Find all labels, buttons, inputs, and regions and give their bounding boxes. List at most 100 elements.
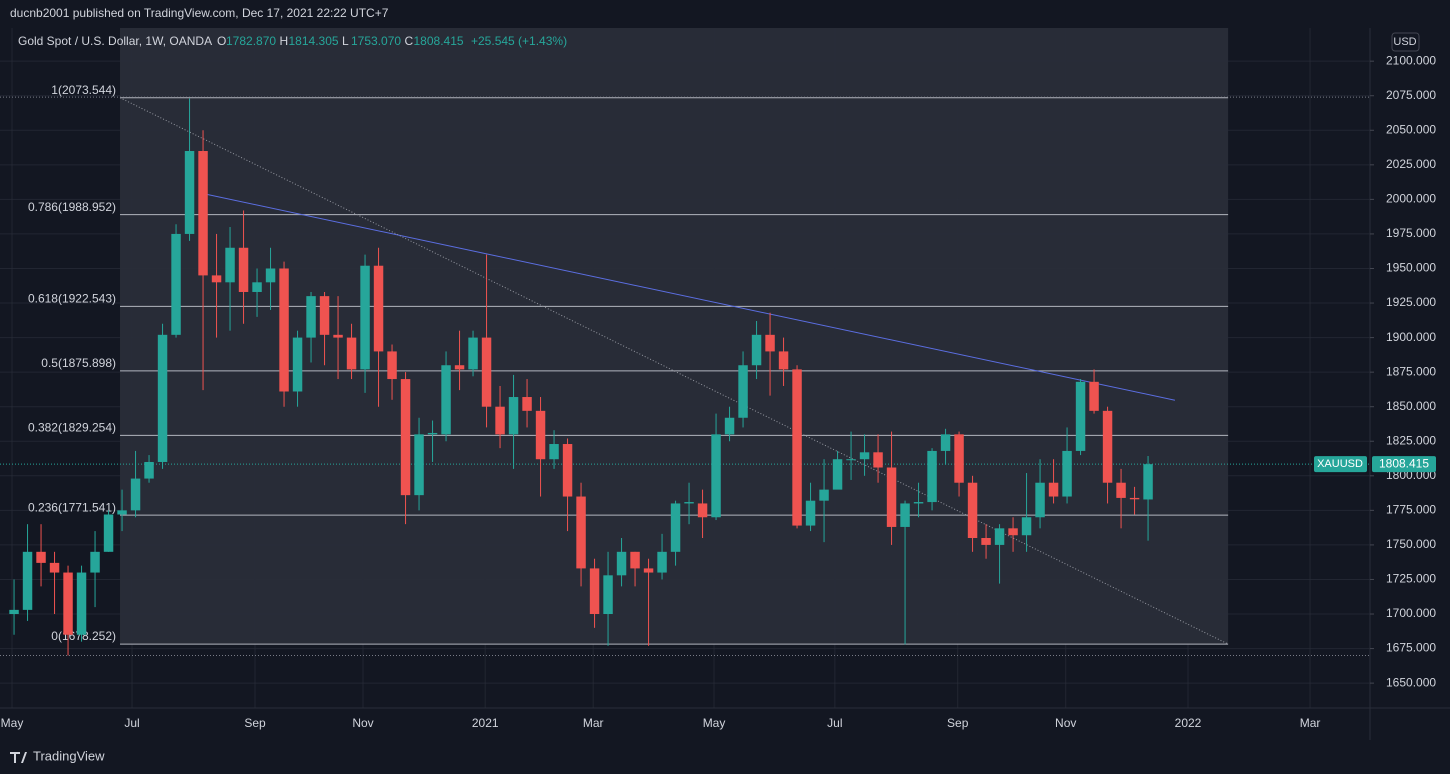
candle-body bbox=[198, 151, 208, 276]
candle-body bbox=[603, 575, 613, 615]
y-tick-label: 1850.000 bbox=[1386, 399, 1436, 413]
candle-body bbox=[211, 275, 222, 283]
candle-body bbox=[819, 489, 829, 501]
candle-body bbox=[1116, 482, 1126, 498]
candle-body bbox=[252, 282, 262, 292]
candle-body bbox=[967, 482, 978, 538]
x-tick-label: Sep bbox=[947, 716, 969, 730]
candle-body bbox=[738, 365, 748, 418]
y-tick-label: 2050.000 bbox=[1386, 122, 1436, 136]
candle-body bbox=[670, 503, 681, 552]
candle-body bbox=[778, 351, 789, 370]
candle-body bbox=[265, 268, 276, 283]
candle-body bbox=[454, 365, 465, 370]
price-tag bbox=[1372, 456, 1436, 473]
candle-body bbox=[913, 502, 924, 504]
y-tick-label: 2000.000 bbox=[1386, 192, 1436, 206]
candle-body bbox=[792, 369, 802, 526]
y-tick-label: 1900.000 bbox=[1386, 330, 1436, 344]
fib-label: 0.236(1771.541) bbox=[28, 500, 116, 514]
x-tick-label: Nov bbox=[352, 716, 373, 730]
candle-body bbox=[873, 452, 883, 468]
candle-body bbox=[22, 551, 33, 610]
legend-key: O bbox=[217, 34, 226, 48]
legend-key: L bbox=[342, 34, 349, 48]
y-tick-label: 2075.000 bbox=[1386, 88, 1436, 102]
x-tick-label: Nov bbox=[1055, 716, 1076, 730]
candle-body bbox=[1008, 528, 1018, 536]
candle-body bbox=[373, 265, 384, 352]
y-tick-label: 1650.000 bbox=[1386, 675, 1436, 689]
candle-body bbox=[90, 551, 100, 573]
candle-body bbox=[562, 444, 573, 497]
candle-body bbox=[508, 397, 519, 435]
candle-body bbox=[1021, 517, 1032, 536]
y-tick-label: 1725.000 bbox=[1386, 572, 1436, 586]
legend-value: 1753.070 bbox=[351, 34, 401, 48]
candle-body bbox=[76, 572, 87, 635]
candle-body bbox=[63, 572, 73, 635]
trendline bbox=[119, 97, 1229, 645]
y-tick-label: 1775.000 bbox=[1386, 503, 1436, 517]
y-tick-label: 1875.000 bbox=[1386, 364, 1436, 378]
x-tick-label: Jul bbox=[827, 716, 842, 730]
candle-body bbox=[805, 500, 816, 526]
x-tick-label: Mar bbox=[583, 716, 604, 730]
candle-body bbox=[1089, 381, 1099, 411]
y-tick-label: 1825.000 bbox=[1386, 433, 1436, 447]
x-tick-label: May bbox=[1, 716, 24, 730]
candle-body bbox=[549, 444, 559, 460]
plot-area: 1(2073.544) 0.786(1988.952) 0.618(1922.543… bbox=[0, 28, 1370, 708]
candle-body bbox=[1143, 464, 1153, 500]
legend-key: H bbox=[280, 34, 289, 48]
candle-body bbox=[184, 151, 195, 234]
candle-body bbox=[171, 233, 181, 335]
legend-change: +25.545 (+1.43%) bbox=[471, 34, 567, 48]
y-tick-label: 1950.000 bbox=[1386, 261, 1436, 275]
y-tick-label: 1750.000 bbox=[1386, 537, 1436, 551]
symbol-tag-label: XAUUSD bbox=[1317, 458, 1363, 470]
candle-body bbox=[643, 568, 654, 573]
legend-key: C bbox=[405, 34, 414, 48]
y-tick-label: 2025.000 bbox=[1386, 157, 1436, 171]
candle-body bbox=[940, 434, 951, 451]
candle-body bbox=[1062, 450, 1072, 497]
legend-value: 1814.305 bbox=[289, 34, 339, 48]
x-tick-label: Jul bbox=[124, 716, 139, 730]
y-tick-label: 1925.000 bbox=[1386, 295, 1436, 309]
x-tick-label: 2022 bbox=[1175, 716, 1202, 730]
candle-body bbox=[630, 551, 640, 569]
candle-body bbox=[333, 334, 343, 338]
x-tick-label: 2021 bbox=[472, 716, 499, 730]
candle-body bbox=[1048, 482, 1059, 497]
candle-body bbox=[1035, 482, 1045, 518]
fib-label: 0.382(1829.254) bbox=[28, 421, 116, 435]
x-tick-label: May bbox=[703, 716, 726, 730]
candle-body bbox=[846, 459, 856, 461]
x-tick-label: Mar bbox=[1300, 716, 1321, 730]
candle-body bbox=[616, 551, 627, 576]
candle-body bbox=[657, 551, 667, 573]
publish-header: ducnb2001 published on TradingView.com, … bbox=[10, 6, 389, 20]
candle-body bbox=[1075, 381, 1086, 451]
candle-body bbox=[306, 296, 316, 338]
candle-body bbox=[387, 351, 397, 380]
candle-body bbox=[441, 365, 451, 435]
candle-body bbox=[130, 478, 141, 511]
price-tag-label: 1808.415 bbox=[1379, 456, 1429, 470]
fib-label: 0.5(1875.898) bbox=[41, 356, 116, 370]
candle-body bbox=[103, 514, 114, 552]
logo-icon bbox=[10, 752, 27, 763]
y-tick-label: 2100.000 bbox=[1386, 53, 1436, 67]
candle-body bbox=[765, 334, 775, 352]
candle-body bbox=[346, 337, 357, 370]
candle-body bbox=[981, 538, 991, 545]
fib-label: 0.786(1988.952) bbox=[28, 200, 116, 214]
candle-body bbox=[724, 417, 735, 435]
candle-body bbox=[832, 459, 843, 490]
candle-body bbox=[238, 247, 249, 292]
fib-label: 0.618(1922.543) bbox=[28, 292, 116, 306]
candle-body bbox=[522, 397, 532, 411]
legend-symbol: Gold Spot / U.S. Dollar, 1W, OANDA bbox=[18, 34, 212, 48]
